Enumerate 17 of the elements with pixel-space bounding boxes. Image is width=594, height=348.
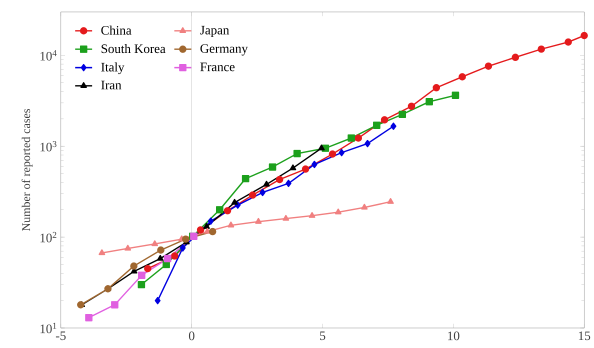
legend-label: Germany (200, 44, 248, 56)
legend-label: Japan (200, 26, 230, 38)
x-tick-label: 5 (320, 332, 326, 340)
legend-label: China (101, 26, 132, 35)
legend-label: South Korea (102, 44, 166, 54)
y-tick-label: 10$^{1}$ (40, 322, 56, 334)
y-tick-label: 10$^{2}$ (40, 232, 56, 242)
x-tick-label: 0 (188, 332, 194, 340)
x-tick-label: 10 (448, 332, 460, 340)
y-axis-title: Number of reported cases (22, 109, 33, 232)
y-tick-label: 10$^{4}$ (40, 50, 57, 61)
legend-label: Italy (101, 62, 124, 74)
legend-label: Iran (101, 80, 122, 90)
x-tick-label: -5 (56, 332, 66, 340)
x-tick-label: 15 (578, 332, 590, 340)
y-tick-label: 10$^{3}$ (40, 141, 56, 152)
legend-label: France (200, 62, 235, 72)
